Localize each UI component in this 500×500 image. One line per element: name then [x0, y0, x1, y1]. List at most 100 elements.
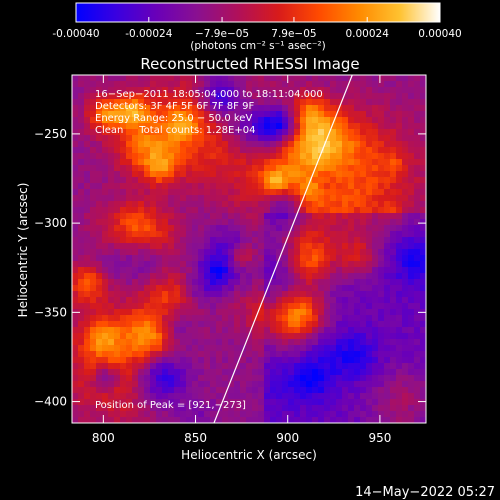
heatmap-cell [420, 105, 426, 112]
heatmap-cell [204, 417, 211, 423]
heatmap-cell [252, 351, 259, 358]
heatmap-cell [336, 243, 343, 250]
heatmap-cell [270, 225, 277, 232]
heatmap-cell [336, 177, 343, 184]
heatmap-cell [180, 309, 187, 316]
heatmap-cell [414, 357, 421, 364]
heatmap-cell [132, 213, 139, 220]
heatmap-cell [228, 381, 235, 388]
heatmap-cell [276, 387, 283, 394]
heatmap-cell [114, 309, 121, 316]
heatmap-cell [216, 243, 223, 250]
heatmap-cell [78, 291, 85, 298]
heatmap-cell [420, 135, 426, 142]
heatmap-cell [264, 267, 271, 274]
heatmap-cell [222, 159, 229, 166]
heatmap-cell [318, 279, 325, 286]
heatmap-cell [204, 141, 211, 148]
heatmap-cell [96, 171, 103, 178]
heatmap-cell [384, 147, 391, 154]
heatmap-cell [414, 213, 421, 220]
heatmap-cell [72, 75, 79, 82]
heatmap-cell [384, 123, 391, 130]
heatmap-cell [414, 183, 421, 190]
heatmap-cell [318, 309, 325, 316]
heatmap-cell [270, 249, 277, 256]
heatmap-cell [96, 243, 103, 250]
heatmap-cell [84, 273, 91, 280]
heatmap-cell [210, 399, 217, 406]
colorbar-tick-label: 0.00024 [345, 28, 389, 40]
heatmap-cell [186, 141, 193, 148]
heatmap-cell [114, 285, 121, 292]
heatmap-cell [114, 339, 121, 346]
heatmap-cell [198, 369, 205, 376]
heatmap-cell [132, 231, 139, 238]
heatmap-cell [258, 285, 265, 292]
heatmap-cell [126, 381, 133, 388]
heatmap-cell [318, 231, 325, 238]
heatmap-cell [210, 111, 217, 118]
heatmap-cell [408, 117, 415, 124]
heatmap-cell [216, 303, 223, 310]
heatmap-cell [78, 405, 85, 412]
heatmap-cell [246, 297, 253, 304]
heatmap-cell [360, 405, 367, 412]
heatmap-cell [78, 117, 85, 124]
heatmap-cell [258, 171, 265, 178]
heatmap-cell [150, 165, 157, 172]
heatmap-cell [270, 171, 277, 178]
heatmap-cell [144, 351, 151, 358]
heatmap-cell [396, 207, 403, 214]
heatmap-cell [234, 213, 241, 220]
heatmap-cell [120, 411, 127, 418]
heatmap-cell [390, 207, 397, 214]
heatmap-cell [84, 99, 91, 106]
heatmap-cell [360, 351, 367, 358]
heatmap-cell [408, 399, 415, 406]
heatmap-cell [318, 147, 325, 154]
heatmap-cell [120, 303, 127, 310]
heatmap-cell [234, 117, 241, 124]
heatmap-cell [150, 141, 157, 148]
heatmap-cell [390, 117, 397, 124]
heatmap-cell [420, 189, 426, 196]
heatmap-cell [336, 309, 343, 316]
heatmap-cell [282, 177, 289, 184]
heatmap-cell [408, 333, 415, 340]
heatmap-cell [252, 333, 259, 340]
heatmap-cell [414, 327, 421, 334]
heatmap-cell [216, 183, 223, 190]
heatmap-cell [204, 183, 211, 190]
heatmap-cell [156, 387, 163, 394]
heatmap-cell [180, 87, 187, 94]
heatmap-cell [306, 195, 313, 202]
heatmap-cell [306, 231, 313, 238]
heatmap-cell [120, 219, 127, 226]
heatmap-cell [354, 363, 361, 370]
heatmap-cell [312, 189, 319, 196]
heatmap-cell [402, 267, 409, 274]
heatmap-cell [78, 135, 85, 142]
heatmap-cell [384, 213, 391, 220]
heatmap-cell [168, 123, 175, 130]
heatmap-cell [198, 285, 205, 292]
heatmap-cell [408, 147, 415, 154]
heatmap-cell [342, 207, 349, 214]
heatmap-cell [204, 171, 211, 178]
heatmap-cell [132, 291, 139, 298]
heatmap-cell [162, 159, 169, 166]
heatmap-cell [180, 285, 187, 292]
heatmap-cell [216, 87, 223, 94]
heatmap-cell [330, 243, 337, 250]
heatmap-cell [336, 297, 343, 304]
heatmap-cell [360, 219, 367, 226]
heatmap-cell [180, 249, 187, 256]
heatmap-cell [132, 243, 139, 250]
heatmap-cell [276, 213, 283, 220]
heatmap-cell [282, 135, 289, 142]
heatmap-cell [348, 357, 355, 364]
heatmap-cell [360, 393, 367, 400]
heatmap-cell [150, 393, 157, 400]
heatmap-cell [180, 219, 187, 226]
